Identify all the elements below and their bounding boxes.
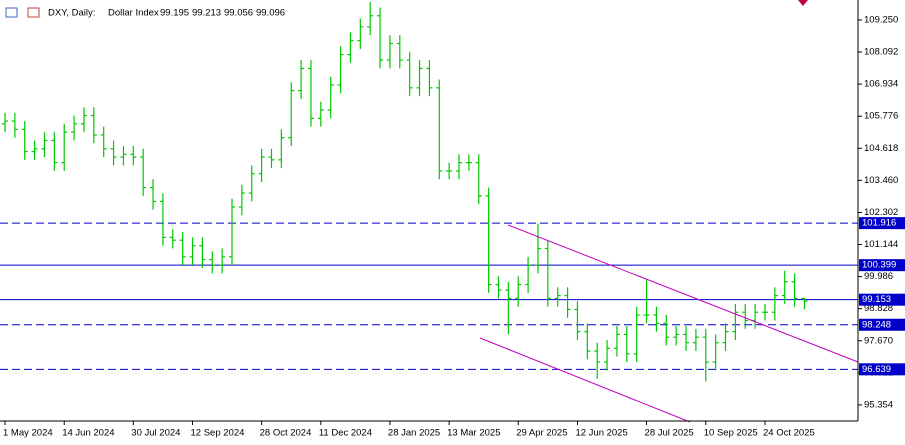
channel-line bbox=[507, 224, 859, 363]
level-label: 101.916 bbox=[862, 218, 896, 229]
x-tick-label: 1 May 2024 bbox=[3, 428, 53, 439]
marker bbox=[798, 0, 808, 6]
x-tick-label: 12 Jun 2025 bbox=[575, 428, 627, 439]
x-tick-label: 30 Jul 2024 bbox=[131, 428, 180, 439]
level-label-box bbox=[859, 259, 905, 272]
x-tick-label: 10 Sep 2025 bbox=[704, 428, 758, 439]
x-tick-label: 14 Jun 2024 bbox=[62, 428, 114, 439]
x-tick-label: 28 Jul 2025 bbox=[645, 428, 694, 439]
y-tick-label: 104.618 bbox=[864, 143, 898, 154]
x-tick-label: 24 Oct 2025 bbox=[763, 428, 815, 439]
x-tick-label: 12 Sep 2024 bbox=[191, 428, 245, 439]
y-tick-label: 109.250 bbox=[864, 14, 898, 25]
y-tick-label: 101.144 bbox=[864, 239, 898, 250]
quote-high: 99.213 bbox=[192, 8, 221, 19]
y-tick-label: 106.934 bbox=[864, 79, 898, 90]
level-label: 96.639 bbox=[862, 364, 891, 375]
quote-low: 99.056 bbox=[224, 8, 253, 19]
y-tick-label: 95.354 bbox=[864, 399, 893, 410]
x-tick-label: 28 Jan 2025 bbox=[388, 428, 440, 439]
symbol: DXY, Daily: bbox=[48, 8, 95, 19]
y-tick-label: 105.776 bbox=[864, 111, 898, 122]
level-label-box bbox=[859, 318, 905, 331]
level-label: 100.399 bbox=[862, 260, 896, 271]
x-tick-label: 11 Dec 2024 bbox=[319, 428, 372, 439]
y-tick-label: 99.986 bbox=[864, 271, 893, 282]
y-tick-label: 102.302 bbox=[864, 207, 898, 218]
icon bbox=[5, 7, 18, 18]
x-tick-label: 28 Oct 2024 bbox=[260, 428, 312, 439]
level-label-box bbox=[859, 363, 905, 376]
plot-area bbox=[0, 1, 858, 382]
level-label: 99.153 bbox=[862, 294, 891, 305]
y-tick-label: 103.460 bbox=[864, 175, 898, 186]
header: DXY, Daily: Dollar Index 99.195 99.213 9… bbox=[5, 7, 285, 19]
y-tick-label: 108.092 bbox=[864, 47, 898, 58]
x-tick-label: 29 Apr 2025 bbox=[516, 428, 567, 439]
icon bbox=[27, 7, 40, 18]
level-label-box bbox=[859, 217, 905, 230]
channel-line bbox=[479, 337, 691, 423]
x-tick-label: 13 Mar 2025 bbox=[447, 428, 500, 439]
y-tick-label: 97.670 bbox=[864, 335, 893, 346]
quote-open: 99.195 bbox=[160, 8, 189, 19]
description: Dollar Index bbox=[108, 8, 159, 19]
y-tick-label: 98.828 bbox=[864, 303, 893, 314]
level-label: 98.248 bbox=[862, 319, 891, 330]
level-label-box bbox=[859, 293, 905, 306]
quote-close: 99.096 bbox=[256, 8, 285, 19]
